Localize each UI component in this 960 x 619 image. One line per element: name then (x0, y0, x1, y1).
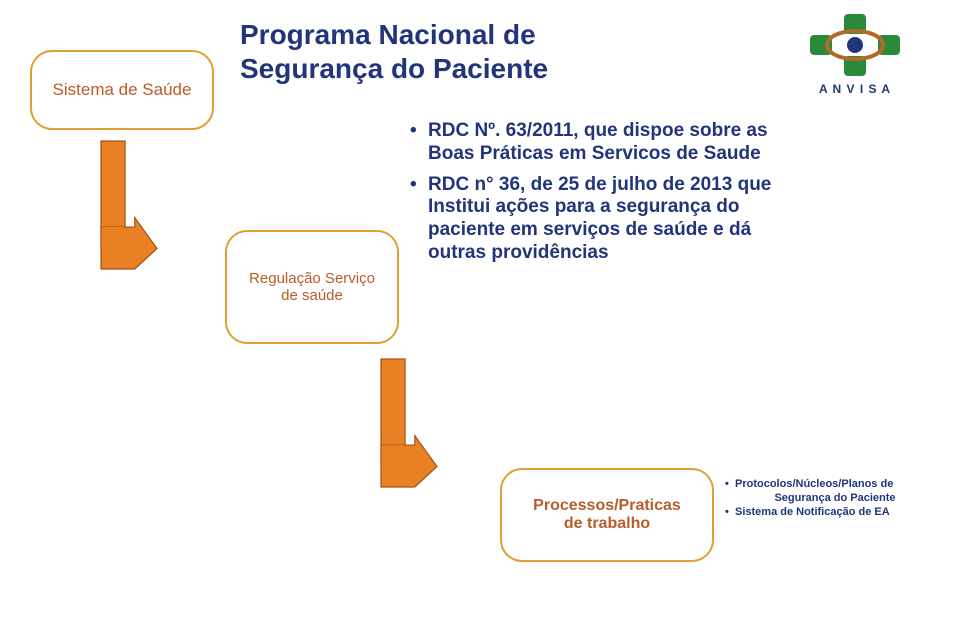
title-line1: Programa Nacional de (240, 19, 536, 50)
small-bullet-item: Sistema de Notificação de EA (725, 506, 935, 520)
box-regulacao: Regulação Serviço de saúde (225, 230, 399, 344)
small-bullet-item: Protocolos/Núcleos/Planos deSegurança do… (725, 478, 935, 506)
box-regulacao-line2: de saúde (281, 287, 343, 304)
rdc-bullets: RDC Nº. 63/2011, que dispoe sobre as Boa… (410, 120, 800, 273)
box-sistema-saude-label: Sistema de Saúde (53, 80, 192, 100)
box-processos: Processos/Praticas de trabalho (500, 468, 714, 562)
anvisa-logo-graphic (800, 10, 910, 80)
arrow-1 (100, 140, 158, 270)
small-bullets: Protocolos/Núcleos/Planos deSegurança do… (725, 478, 935, 519)
box-processos-line1: Processos/Praticas (533, 497, 681, 514)
bullet-item: RDC Nº. 63/2011, que dispoe sobre as Boa… (410, 120, 800, 166)
program-title: Programa Nacional de Segurança do Pacien… (240, 18, 548, 85)
box-sistema-saude: Sistema de Saúde (30, 50, 214, 130)
bullet-item: RDC n° 36, de 25 de julho de 2013 que In… (410, 174, 800, 265)
box-regulacao-line1: Regulação Serviço (249, 270, 375, 287)
title-line2: Segurança do Paciente (240, 53, 548, 84)
anvisa-logo: A N V I S A (800, 10, 910, 96)
arrow-2 (380, 358, 438, 488)
anvisa-label: A N V I S A (819, 82, 891, 96)
box-processos-line2: de trabalho (564, 515, 650, 532)
